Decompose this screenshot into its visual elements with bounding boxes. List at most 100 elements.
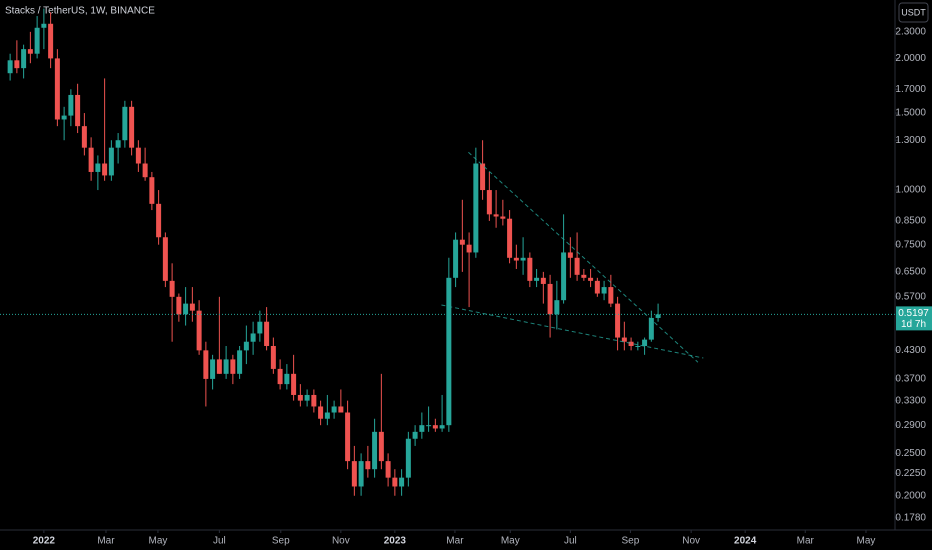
candle-body <box>324 412 330 419</box>
y-tick-label: 2.0000 <box>895 53 926 64</box>
y-tick-label: 0.2500 <box>895 448 926 459</box>
candle-body <box>480 163 486 191</box>
candle-body <box>149 177 155 204</box>
x-tick-label: Sep <box>622 536 640 547</box>
candle-body <box>243 341 249 351</box>
candle-body <box>601 287 607 294</box>
candle-body <box>473 163 479 253</box>
currency-button[interactable] <box>898 2 929 23</box>
candle-body <box>284 373 290 385</box>
candle-body <box>527 257 533 281</box>
candle-body <box>628 341 634 346</box>
candle-body <box>439 425 445 429</box>
y-tick-label: 0.6500 <box>895 267 926 278</box>
candle-body <box>588 277 594 281</box>
y-tick-label: 0.1780 <box>895 513 926 524</box>
countdown-label: 1d 7h <box>901 319 926 330</box>
candle-body <box>358 461 364 487</box>
candle-body <box>554 300 560 315</box>
y-tick-label: 1.5000 <box>895 108 926 119</box>
candle-body <box>574 257 580 275</box>
candle-body <box>655 314 661 318</box>
candle-body <box>459 239 465 245</box>
candle-body <box>189 303 195 311</box>
candle-body <box>14 60 20 69</box>
candle-body <box>88 147 94 172</box>
x-tick-label: Mar <box>797 536 815 547</box>
candle-body <box>95 163 101 172</box>
candle-body <box>520 257 526 261</box>
candle-body <box>594 280 600 294</box>
candle-body <box>176 296 182 315</box>
candle-body <box>311 394 317 407</box>
candle-body <box>608 287 614 304</box>
y-tick-label: 0.7500 <box>895 239 926 250</box>
candle-body <box>264 321 270 346</box>
candle-body <box>230 359 236 374</box>
candle-body <box>48 23 54 59</box>
last-price-label: 0.5197 <box>898 308 929 319</box>
candle-body <box>513 257 519 261</box>
y-tick-label: 0.5700 <box>895 291 926 302</box>
candle-body <box>68 94 74 116</box>
candle-body <box>561 252 567 301</box>
x-tick-label: 2022 <box>33 536 56 547</box>
candle-body <box>507 218 513 258</box>
candle-body <box>122 106 128 141</box>
candle-body <box>223 359 229 374</box>
x-tick-label: May <box>501 536 520 547</box>
candle-body <box>257 321 263 334</box>
candle-body <box>203 350 209 379</box>
candle-body <box>183 303 189 315</box>
candle-body <box>615 303 621 338</box>
candle-body <box>135 147 141 164</box>
candle-body <box>567 252 573 258</box>
candle-body <box>426 425 432 427</box>
candle-body <box>432 425 438 429</box>
x-tick-label: Jul <box>564 536 577 547</box>
candle-body <box>129 106 135 148</box>
candle-body <box>318 406 324 419</box>
y-tick-label: 1.0000 <box>895 185 926 196</box>
candle-body <box>466 244 472 253</box>
y-tick-label: 1.3000 <box>895 135 926 146</box>
candle-body <box>21 49 27 69</box>
y-tick-label: 0.2900 <box>895 420 926 431</box>
candle-body <box>453 239 459 278</box>
candle-body <box>304 394 310 401</box>
x-tick-label: Mar <box>446 536 464 547</box>
chart-title: Stacks / TetherUS, 1W, BINANCE <box>5 6 155 17</box>
candle-body <box>297 394 303 401</box>
candle-body <box>399 477 405 487</box>
candle-body <box>392 477 398 487</box>
candle-body <box>534 277 540 281</box>
candle-body <box>156 203 162 238</box>
y-tick-label: 0.8500 <box>895 216 926 227</box>
candle-body <box>210 359 216 379</box>
candle-body <box>405 438 411 478</box>
candle-body <box>7 60 13 74</box>
x-tick-label: Sep <box>272 536 290 547</box>
candle-body <box>372 431 378 470</box>
y-tick-label: 1.7000 <box>895 84 926 95</box>
y-tick-label: 0.2250 <box>895 468 926 479</box>
candle-body <box>351 461 357 487</box>
candle-body <box>34 27 40 54</box>
candle-body <box>108 147 114 176</box>
candle-body <box>270 345 276 369</box>
x-tick-label: May <box>857 536 876 547</box>
x-tick-label: Jul <box>213 536 226 547</box>
trendline <box>468 151 699 363</box>
x-tick-label: May <box>148 536 167 547</box>
currency-label[interactable]: USDT <box>901 7 926 17</box>
last-price-box <box>896 306 932 331</box>
candle-body <box>412 431 418 439</box>
candle-body <box>102 163 108 176</box>
trendline <box>441 304 704 359</box>
candle-body <box>61 115 67 120</box>
candle-body <box>547 283 553 315</box>
candle-body <box>419 425 425 432</box>
